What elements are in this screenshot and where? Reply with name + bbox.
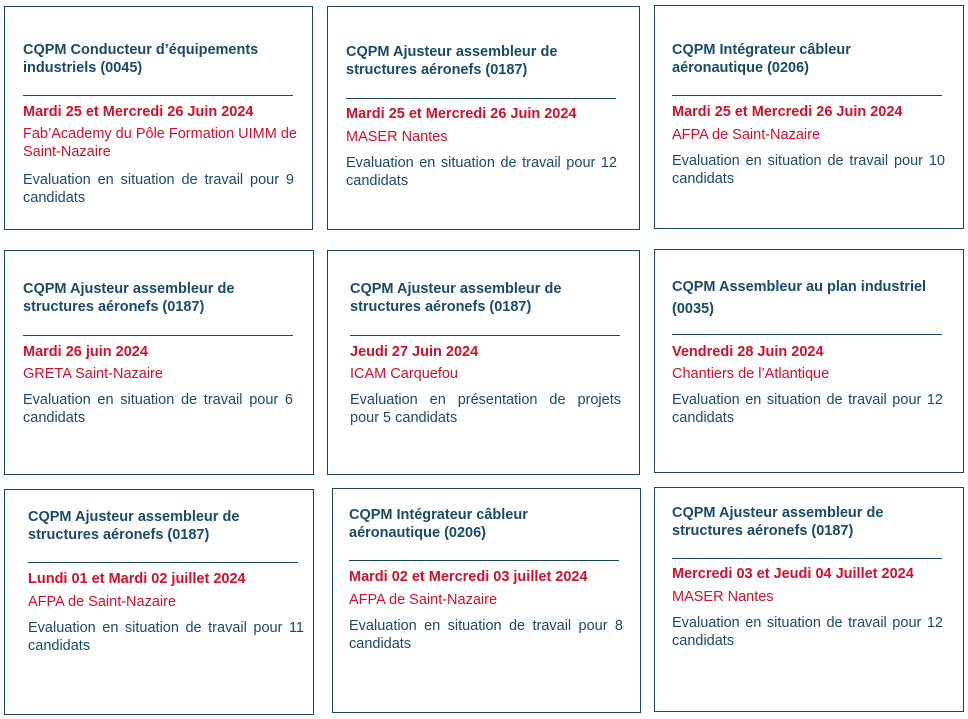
- card-description: Evaluation en situation de travail pour …: [672, 392, 943, 426]
- card-date: Vendredi 28 Juin 2024: [672, 344, 824, 360]
- event-card: CQPM Ajusteur assembleur de structures a…: [4, 250, 314, 475]
- card-location: MASER Nantes: [672, 589, 774, 605]
- card-description: Evaluation en situation de travail pour …: [23, 172, 294, 206]
- card-date: Jeudi 27 Juin 2024: [350, 344, 479, 360]
- card-separator: [28, 562, 298, 563]
- card-description: Evaluation en situation de travail pour …: [349, 618, 623, 652]
- card-date: Mardi 25 et Mercredi 26 Juin 2024: [346, 106, 577, 122]
- card-separator: [672, 95, 942, 96]
- event-card: CQPM Ajusteur assembleur de structures a…: [654, 487, 964, 712]
- card-separator: [349, 560, 619, 561]
- card-title: CQPM Ajusteur assembleur de structures a…: [350, 281, 562, 315]
- card-description: Evaluation en situation de travail pour …: [23, 392, 293, 426]
- card-description: Evaluation en situation de travail pour …: [28, 620, 304, 654]
- card-date: Mardi 26 juin 2024: [23, 344, 148, 360]
- card-date: Lundi 01 et Mardi 02 juillet 2024: [28, 571, 246, 587]
- card-description: Evaluation en situation de travail pour …: [346, 155, 617, 189]
- event-card: CQPM Intégrateur câbleur aéronautique (0…: [332, 488, 641, 713]
- card-date: Mercredi 03 et Jeudi 04 Juillet 2024: [672, 566, 914, 582]
- card-title: CQPM Assembleur au plan industriel (0035…: [672, 279, 927, 317]
- card-separator: [672, 334, 942, 335]
- event-card: CQPM Ajusteur assembleur de structures a…: [4, 489, 314, 715]
- card-location: MASER Nantes: [346, 129, 448, 145]
- card-description: Evaluation en présentation de projets po…: [350, 392, 621, 426]
- card-separator: [346, 98, 616, 99]
- card-title: CQPM Ajusteur assembleur de structures a…: [346, 44, 558, 78]
- event-card: CQPM Intégrateur câbleur aéronautique (0…: [654, 5, 964, 229]
- card-location: ICAM Carquefou: [350, 366, 458, 382]
- event-card: CQPM Ajusteur assembleur de structures a…: [327, 6, 640, 230]
- card-separator: [350, 335, 620, 336]
- card-separator: [23, 95, 293, 96]
- card-description: Evaluation en situation de travail pour …: [672, 153, 945, 187]
- card-title: CQPM Ajusteur assembleur de structures a…: [672, 505, 884, 539]
- card-title: CQPM Intégrateur câbleur aéronautique (0…: [672, 42, 851, 76]
- card-date: Mardi 02 et Mercredi 03 juillet 2024: [349, 569, 588, 585]
- card-date: Mardi 25 et Mercredi 26 Juin 2024: [672, 104, 903, 120]
- event-card: CQPM Assembleur au plan industriel (0035…: [654, 249, 964, 473]
- event-card: CQPM Ajusteur assembleur de structures a…: [327, 250, 640, 475]
- event-card: CQPM Conducteur d’équipements industriel…: [4, 6, 313, 230]
- card-location: Fab’Academy du Pôle Formation UIMM de Sa…: [23, 126, 297, 160]
- card-date: Mardi 25 et Mercredi 26 Juin 2024: [23, 104, 254, 120]
- card-separator: [23, 335, 293, 336]
- card-location: Chantiers de l’Atlantique: [672, 366, 830, 382]
- card-location: AFPA de Saint-Nazaire: [349, 592, 498, 608]
- card-description: Evaluation en situation de travail pour …: [672, 615, 943, 649]
- card-location: AFPA de Saint-Nazaire: [672, 127, 821, 143]
- card-title: CQPM Conducteur d’équipements industriel…: [23, 42, 259, 76]
- card-title: CQPM Intégrateur câbleur aéronautique (0…: [349, 507, 528, 541]
- card-title: CQPM Ajusteur assembleur de structures a…: [23, 281, 235, 315]
- card-separator: [672, 558, 942, 559]
- card-location: AFPA de Saint-Nazaire: [28, 594, 177, 610]
- card-location: GRETA Saint-Nazaire: [23, 366, 163, 382]
- card-title: CQPM Ajusteur assembleur de structures a…: [28, 509, 240, 543]
